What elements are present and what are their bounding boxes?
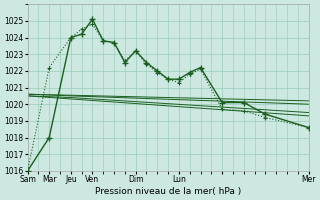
X-axis label: Pression niveau de la mer( hPa ): Pression niveau de la mer( hPa ) [95,187,241,196]
